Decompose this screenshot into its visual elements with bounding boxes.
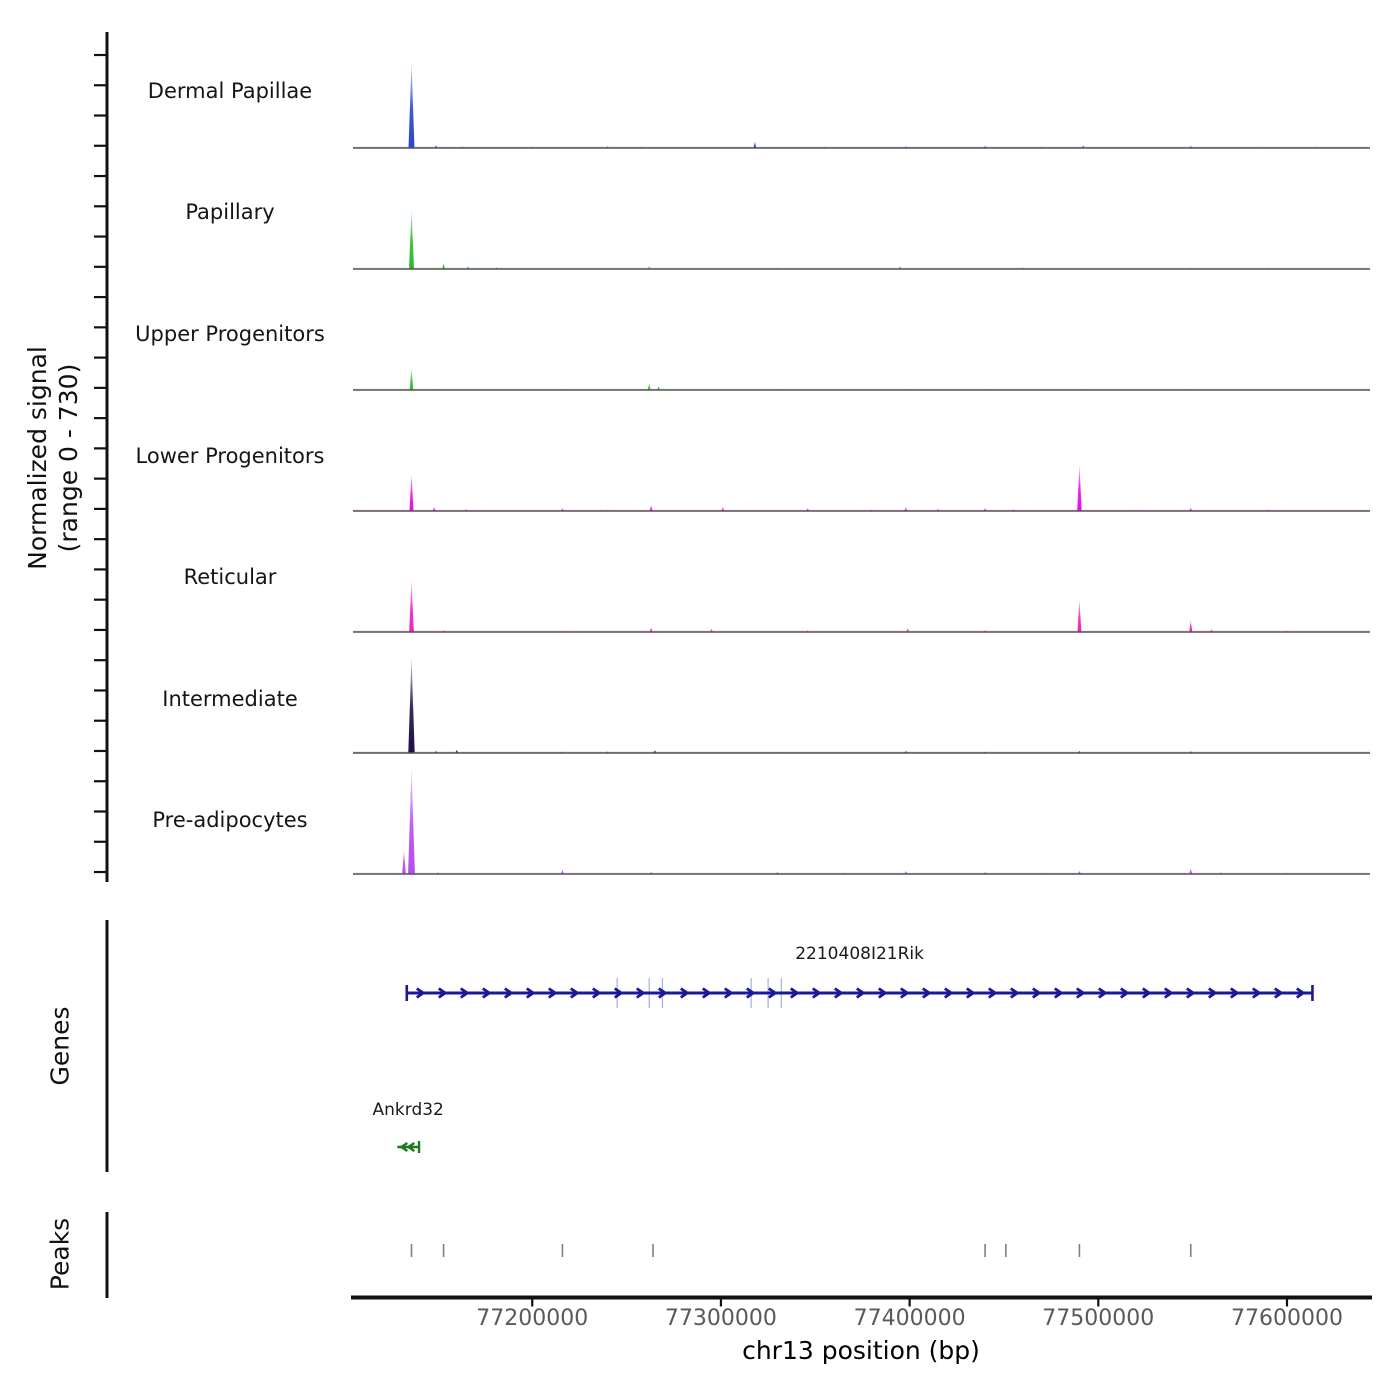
gene-strand-arrow xyxy=(811,987,822,999)
signal-peak xyxy=(408,63,415,148)
gene-strand-arrow xyxy=(547,987,558,999)
signal-peak xyxy=(432,506,436,511)
gene-strand-arrow xyxy=(877,987,888,999)
signal-peak xyxy=(649,627,653,632)
signal-peak xyxy=(1077,463,1082,511)
signal-peak xyxy=(408,768,415,874)
gene-strand-arrow xyxy=(459,987,470,999)
gene-strand-arrow xyxy=(613,987,624,999)
signal-peak xyxy=(409,580,414,632)
y-axis-label: Normalized signal (range 0 - 730) xyxy=(22,346,84,570)
gene-strand-arrow xyxy=(437,987,448,999)
y-axis-label-line2: (range 0 - 730) xyxy=(54,363,83,553)
gene-strand-arrow xyxy=(1251,987,1262,999)
gene-strand-arrow xyxy=(415,987,426,999)
signal-peak xyxy=(1077,599,1082,632)
signal-peak xyxy=(1189,619,1193,632)
gene-strand-arrow xyxy=(657,987,668,999)
signal-peak xyxy=(402,849,406,874)
signal-peak xyxy=(721,506,725,511)
gene-strand-arrow xyxy=(1009,987,1020,999)
x-tick-label-2: 77400000 xyxy=(853,1306,966,1331)
track-label-pre-adipocytes: Pre-adipocytes xyxy=(152,808,308,832)
gene-strand-arrow xyxy=(789,987,800,999)
gene-strand-arrow xyxy=(1185,987,1196,999)
gene-strand-arrow xyxy=(635,987,646,999)
x-tick-label-0: 77200000 xyxy=(476,1306,589,1331)
gene-label-1: Ankrd32 xyxy=(372,1100,444,1120)
signal-peak xyxy=(649,505,653,511)
gene-strand-arrow xyxy=(1031,987,1042,999)
y-axis-label-line1: Normalized signal xyxy=(23,346,52,570)
signal-peak xyxy=(561,869,564,874)
gene-strand-arrow xyxy=(767,987,778,999)
gene-strand-arrow xyxy=(679,987,690,999)
genes-section-label: Genes xyxy=(45,1006,75,1086)
track-label-papillary: Papillary xyxy=(185,200,275,224)
signal-peak xyxy=(442,263,445,269)
gene-label-0: 2210408I21Rik xyxy=(795,944,924,964)
gene-strand-arrow xyxy=(833,987,844,999)
peaks-section-label: Peaks xyxy=(45,1217,75,1291)
gene-strand-arrow xyxy=(943,987,954,999)
gene-strand-arrow xyxy=(399,1142,409,1152)
gene-strand-arrow xyxy=(481,987,492,999)
track-label-upper-progenitors: Upper Progenitors xyxy=(135,322,325,346)
signal-peak xyxy=(408,209,414,269)
gene-strand-arrow xyxy=(701,987,712,999)
signal-peak xyxy=(409,473,414,511)
track-label-lower-progenitors: Lower Progenitors xyxy=(135,444,325,468)
gene-strand-arrow xyxy=(1295,987,1306,999)
signal-peak xyxy=(409,367,414,390)
gene-strand-arrow xyxy=(503,987,514,999)
signal-peak xyxy=(906,627,910,632)
gene-strand-arrow xyxy=(569,987,580,999)
track-label-dermal-papillae: Dermal Papillae xyxy=(147,79,313,103)
gene-strand-arrow xyxy=(745,987,756,999)
signal-peak xyxy=(1189,868,1193,874)
signal-peak xyxy=(1189,507,1193,511)
gene-strand-arrow xyxy=(1163,987,1174,999)
gene-strand-arrow xyxy=(921,987,932,999)
gene-strand-arrow xyxy=(1119,987,1130,999)
track-label-reticular: Reticular xyxy=(183,565,277,589)
gene-strand-arrow xyxy=(1273,987,1284,999)
gene-strand-arrow xyxy=(525,987,536,999)
track-label-intermediate: Intermediate xyxy=(162,687,298,711)
gene-strand-arrow xyxy=(723,987,734,999)
gene-strand-arrow xyxy=(899,987,910,999)
signal-peak xyxy=(904,870,908,874)
gene-strand-arrow xyxy=(965,987,976,999)
signal-peak xyxy=(455,749,459,753)
gene-strand-arrow xyxy=(855,987,866,999)
gene-strand-arrow xyxy=(1075,987,1086,999)
gene-strand-arrow xyxy=(1097,987,1108,999)
x-tick-label-1: 77300000 xyxy=(664,1306,777,1331)
gene-strand-arrow xyxy=(1229,987,1240,999)
gene-strand-arrow xyxy=(1053,987,1064,999)
signal-peak xyxy=(753,141,757,148)
signal-peak xyxy=(657,385,661,390)
signal-peak xyxy=(408,657,415,753)
signal-peak xyxy=(1078,870,1081,874)
gene-strand-arrow xyxy=(1207,987,1218,999)
x-tick-label-4: 77600000 xyxy=(1230,1306,1343,1331)
signal-peak xyxy=(710,628,713,632)
gene-strand-arrow xyxy=(987,987,998,999)
gene-strand-arrow xyxy=(406,1142,416,1152)
gene-strand-arrow xyxy=(591,987,602,999)
signal-peak xyxy=(647,383,651,390)
x-axis-title: chr13 position (bp) xyxy=(742,1336,980,1365)
gene-strand-arrow xyxy=(1141,987,1152,999)
x-tick-label-3: 77500000 xyxy=(1042,1306,1155,1331)
signal-peak xyxy=(904,506,908,511)
